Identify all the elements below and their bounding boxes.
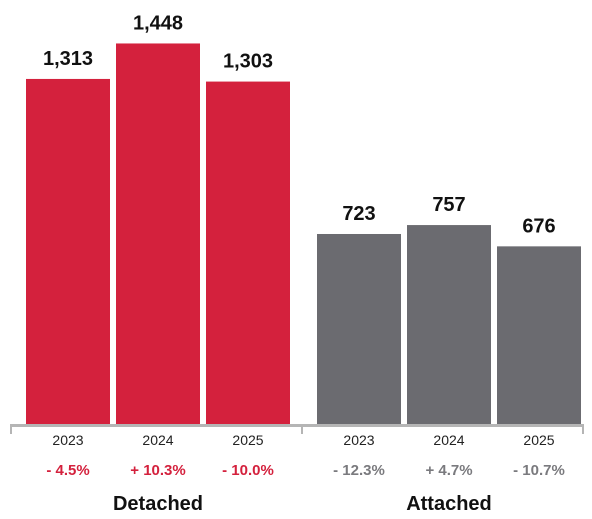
data-label: 1,448	[133, 12, 183, 34]
data-label: 1,303	[223, 51, 273, 73]
group-label-attached: Attached	[406, 493, 492, 515]
tick-label: 2025	[232, 432, 263, 448]
x-axis	[10, 424, 584, 434]
bar-detached-2023	[26, 78, 110, 424]
bar-attached-2025	[497, 246, 581, 424]
tick-label: 2024	[142, 432, 173, 448]
data-label: 723	[342, 203, 375, 225]
tick-label: 2023	[343, 432, 374, 448]
data-label: 757	[432, 194, 465, 216]
change-label: - 4.5%	[46, 462, 89, 479]
bar-detached-2025	[206, 81, 290, 425]
group-label-detached: Detached	[113, 493, 203, 515]
labels-layer: 1,313 2023 - 4.5% 1,448 2024 + 10.3% 1,303 2025…	[43, 12, 565, 515]
bar-attached-2023	[317, 233, 401, 424]
tick-label: 2024	[433, 432, 464, 448]
tick-label: 2023	[52, 432, 83, 448]
change-label: + 10.3%	[130, 462, 185, 479]
change-label: + 4.7%	[425, 462, 472, 479]
bar-detached-2024	[116, 43, 200, 424]
bar-attached-2024	[407, 225, 491, 424]
tick-label: 2025	[523, 432, 554, 448]
data-label: 1,313	[43, 48, 93, 70]
bars-layer	[26, 43, 581, 425]
data-label: 676	[522, 215, 555, 237]
change-label: - 10.0%	[222, 462, 274, 479]
change-label: - 10.7%	[513, 462, 565, 479]
change-label: - 12.3%	[333, 462, 385, 479]
